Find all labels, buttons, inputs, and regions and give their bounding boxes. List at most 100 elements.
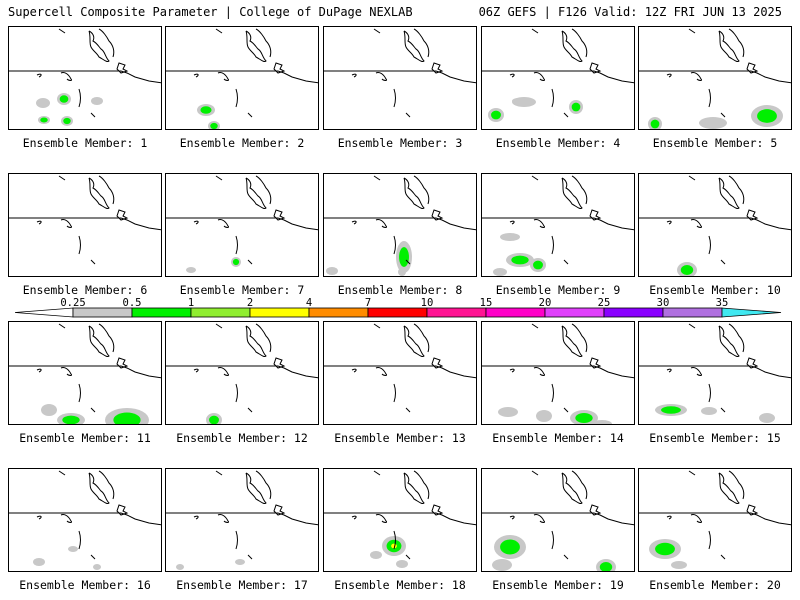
ensemble-panel-9[interactable] xyxy=(481,173,635,277)
coastline xyxy=(482,217,634,231)
ensemble-panel-14[interactable] xyxy=(481,321,635,425)
ensemble-panel-4[interactable] xyxy=(481,26,635,130)
coastline xyxy=(375,367,387,376)
map-14 xyxy=(482,323,634,424)
coastline xyxy=(373,323,381,329)
ensemble-panel-5[interactable] xyxy=(638,26,792,130)
colorbar-segment xyxy=(367,307,428,318)
coastline xyxy=(58,28,66,34)
coastline xyxy=(666,73,672,78)
coastline xyxy=(58,175,66,181)
coastline xyxy=(217,514,229,523)
ensemble-panel-12[interactable] xyxy=(165,321,319,425)
coastline xyxy=(571,28,588,58)
coastline xyxy=(78,88,81,108)
coastline xyxy=(690,219,702,228)
coastline xyxy=(245,177,267,209)
colorbar xyxy=(15,307,782,318)
coastline xyxy=(166,217,318,231)
field-contour xyxy=(759,413,775,423)
ensemble-label-7: Ensemble Member: 7 xyxy=(179,283,305,297)
coastline xyxy=(58,470,66,476)
ensemble-panel-13[interactable] xyxy=(323,321,477,425)
field-contour xyxy=(326,267,338,275)
ensemble-label-2: Ensemble Member: 2 xyxy=(179,136,305,150)
field-contour xyxy=(63,117,71,125)
coastline xyxy=(60,514,72,523)
ensemble-panel-19[interactable] xyxy=(481,468,635,572)
coastline xyxy=(9,217,161,231)
ensemble-panel-18[interactable] xyxy=(323,468,477,572)
ensemble-panel-6[interactable] xyxy=(8,173,162,277)
colorbar-tick-label: 7 xyxy=(364,297,372,309)
colorbar-segment xyxy=(131,307,192,318)
field-contour xyxy=(33,558,45,566)
coastline xyxy=(375,219,387,228)
ensemble-label-13: Ensemble Member: 13 xyxy=(334,431,466,445)
field-contour xyxy=(599,562,613,571)
field-contour xyxy=(491,110,501,120)
coastline xyxy=(563,112,569,118)
ensemble-panel-1[interactable] xyxy=(8,26,162,130)
field-contour xyxy=(370,551,382,559)
map-9 xyxy=(482,175,634,276)
coastline xyxy=(98,323,115,353)
coastline xyxy=(235,235,238,255)
ensemble-panel-3[interactable] xyxy=(323,26,477,130)
field-contour xyxy=(533,260,543,270)
coastline xyxy=(666,368,672,373)
coastline xyxy=(561,325,583,357)
coastline xyxy=(393,383,396,403)
coastline xyxy=(273,209,286,221)
coastline xyxy=(531,175,539,181)
ensemble-label-20: Ensemble Member: 20 xyxy=(649,578,781,592)
field-contour xyxy=(512,98,524,104)
ensemble-label-11: Ensemble Member: 11 xyxy=(19,431,151,445)
ensemble-panel-11[interactable] xyxy=(8,321,162,425)
coastline xyxy=(273,504,286,516)
ensemble-label-15: Ensemble Member: 15 xyxy=(649,431,781,445)
ensemble-panel-20[interactable] xyxy=(638,468,792,572)
colorbar-tick-label: 0.5 xyxy=(122,297,142,309)
field-contour xyxy=(235,559,245,565)
coastline xyxy=(247,407,253,413)
field-contour xyxy=(655,542,675,556)
field-contour xyxy=(186,267,196,273)
coastline xyxy=(273,62,286,74)
ensemble-panel-15[interactable] xyxy=(638,321,792,425)
ensemble-panel-8[interactable] xyxy=(323,173,477,277)
coastline xyxy=(98,28,115,58)
map-7 xyxy=(166,175,318,273)
ensemble-panel-7[interactable] xyxy=(165,173,319,277)
coastline xyxy=(708,88,711,108)
ensemble-panel-10[interactable] xyxy=(638,173,792,277)
coastline xyxy=(589,357,602,369)
coastline xyxy=(36,73,42,78)
coastline xyxy=(482,70,634,84)
coastline xyxy=(413,323,430,353)
ensemble-panel-17[interactable] xyxy=(165,468,319,572)
coastline xyxy=(639,512,791,526)
field-contour xyxy=(680,265,694,275)
coastline xyxy=(708,530,711,550)
coastline xyxy=(247,259,253,265)
coastline xyxy=(718,177,740,209)
field-contour xyxy=(93,564,101,570)
coastline xyxy=(403,325,425,357)
model-run-info: 06Z GEFS | F126 Valid: 12Z FRI JUN 13 20… xyxy=(478,5,782,19)
coastline xyxy=(324,217,476,231)
colorbar-segment xyxy=(426,307,487,318)
coastline xyxy=(690,72,702,81)
coastline xyxy=(98,175,115,205)
field-contour xyxy=(757,109,777,123)
colorbar-tick-label: 15 xyxy=(479,297,493,309)
coastline xyxy=(563,554,569,560)
ensemble-panel-16[interactable] xyxy=(8,468,162,572)
coastline xyxy=(746,62,759,74)
colorbar-segment xyxy=(485,307,546,318)
field-contour xyxy=(399,247,409,267)
ensemble-panel-2[interactable] xyxy=(165,26,319,130)
coastline xyxy=(90,554,96,560)
coastline xyxy=(245,325,267,357)
ensemble-label-17: Ensemble Member: 17 xyxy=(176,578,308,592)
